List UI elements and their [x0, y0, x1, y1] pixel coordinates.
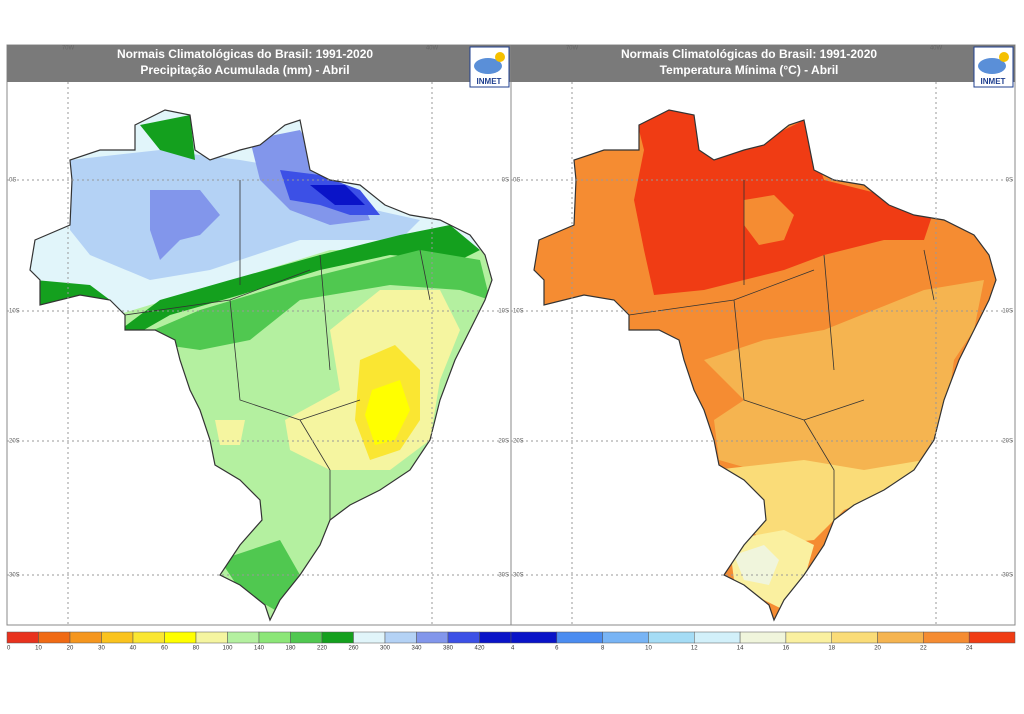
state-borders: [124, 180, 431, 520]
colorbar-label: 10: [645, 646, 652, 652]
climate-zone: [704, 280, 984, 490]
lat-label: 20S: [498, 439, 509, 445]
lat-label: 30S: [513, 573, 524, 579]
logo-text: INMET: [477, 77, 502, 86]
lat-label: 30S: [1002, 573, 1013, 579]
lon-label: 70W: [566, 46, 579, 52]
climate-zone: [744, 195, 794, 245]
colorbar-label: 60: [161, 646, 168, 652]
lat-label: 0S: [513, 178, 520, 184]
lat-label: 10S: [498, 309, 509, 315]
colorbar-label: 20: [67, 646, 74, 652]
colorbar-swatch: [132, 631, 165, 644]
lat-label: 0S: [9, 178, 16, 184]
logo-sun: [495, 52, 505, 62]
lat-label: 0S: [502, 178, 509, 184]
colorbar-label: 300: [380, 646, 391, 652]
colorbar-swatch: [831, 631, 878, 644]
colorbar-swatch: [877, 631, 924, 644]
colorbar-label: 4: [511, 646, 515, 652]
panel-title: Normais Climatológicas do Brasil: 1991-2…: [117, 47, 373, 61]
logo-sun: [999, 52, 1009, 62]
colorbar-label: 220: [317, 646, 328, 652]
logo-cloud: [978, 58, 1006, 74]
colorbar-swatch: [353, 631, 386, 644]
panel-subtitle: Temperatura Mínima (°C) - Abril: [660, 63, 839, 77]
colorbar-swatch: [968, 631, 1016, 644]
lat-label: 10S: [1002, 309, 1013, 315]
climate-zone: [130, 250, 490, 610]
colorbar-label: 6: [555, 646, 559, 652]
colorbar-label: 14: [737, 646, 744, 652]
lon-label: 70W: [62, 46, 75, 52]
colorbar-swatch: [479, 631, 512, 644]
climate-zone: [714, 460, 924, 545]
colorbar-swatch: [101, 631, 134, 644]
colorbar-label: 16: [783, 646, 790, 652]
colorbar-label: 340: [411, 646, 422, 652]
colorbar-label: 40: [130, 646, 137, 652]
lat-label: 20S: [513, 439, 524, 445]
colorbar-swatch: [195, 631, 228, 644]
colorbar-swatch: [739, 631, 787, 644]
colorbar-label: 20: [874, 646, 881, 652]
map-panel: Normais Climatológicas do Brasil: 1991-2…: [510, 44, 1016, 652]
colorbar-swatch: [416, 631, 449, 644]
colorbar-swatch: [258, 631, 291, 644]
colorbar-label: 380: [443, 646, 454, 652]
lat-label: 0S: [1006, 178, 1013, 184]
logo-text: INMET: [981, 77, 1006, 86]
colorbar-label: 30: [98, 646, 105, 652]
colorbar-swatch: [694, 631, 741, 644]
lat-label: 30S: [498, 573, 509, 579]
state-borders: [628, 180, 935, 520]
colorbar-label: 420: [474, 646, 485, 652]
colorbar-swatch: [290, 631, 323, 644]
colorbar-label: 180: [285, 646, 296, 652]
climate-zone: [365, 380, 410, 445]
panel-header: [511, 45, 1015, 82]
panel-title: Normais Climatológicas do Brasil: 1991-2…: [621, 47, 877, 61]
lat-label: 30S: [9, 573, 20, 579]
colorbar-label: 10: [35, 646, 42, 652]
colorbar-swatch: [321, 631, 354, 644]
colorbar-swatch: [510, 631, 558, 644]
colorbar-swatch: [164, 631, 197, 644]
colorbar-swatch: [69, 631, 102, 644]
colorbar-swatch: [923, 631, 970, 644]
colorbar-swatch: [6, 631, 39, 644]
colorbar-label: 0: [7, 646, 11, 652]
colorbar-label: 22: [920, 646, 927, 652]
lon-label: 40W: [426, 46, 439, 52]
colorbar-swatch: [384, 631, 417, 644]
colorbar-label: 260: [348, 646, 359, 652]
colorbar-label: 80: [193, 646, 200, 652]
colorbar-swatch: [447, 631, 480, 644]
colorbar-swatch: [227, 631, 260, 644]
colorbar-swatch: [556, 631, 603, 644]
colorbar-label: 100: [222, 646, 233, 652]
colorbar-swatch: [38, 631, 71, 644]
colorbar-label: 12: [691, 646, 698, 652]
colorbar-label: 8: [601, 646, 605, 652]
colorbar-label: 18: [828, 646, 835, 652]
colorbar-label: 140: [254, 646, 265, 652]
climate-zone: [310, 185, 365, 205]
lat-label: 10S: [9, 309, 20, 315]
lat-label: 20S: [9, 439, 20, 445]
map-panel: Normais Climatológicas do Brasil: 1991-2…: [6, 44, 512, 652]
panel-subtitle: Precipitação Acumulada (mm) - Abril: [140, 63, 349, 77]
logo-cloud: [474, 58, 502, 74]
colorbar-swatch: [602, 631, 649, 644]
colorbar-swatch: [648, 631, 695, 644]
colorbar-label: 24: [966, 646, 973, 652]
lat-label: 20S: [1002, 439, 1013, 445]
lon-label: 40W: [930, 46, 943, 52]
panel-header: [7, 45, 511, 82]
colorbar-swatch: [785, 631, 832, 644]
lat-label: 10S: [513, 309, 524, 315]
